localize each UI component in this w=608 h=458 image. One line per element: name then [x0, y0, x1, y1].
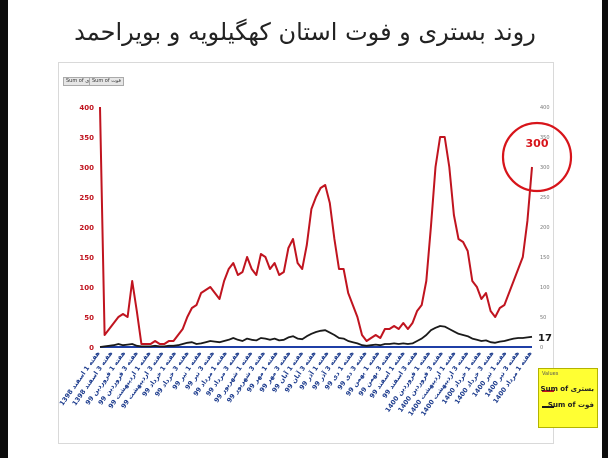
series-line-deaths [99, 325, 533, 348]
y-tick-left: 0 [89, 344, 94, 352]
annotation-admissions: 300 [526, 137, 549, 150]
legend-swatch-admissions [542, 390, 554, 392]
legend-title: Values [542, 371, 559, 377]
y-tick-right: 150 [540, 255, 550, 261]
y-tick-right: 200 [540, 225, 550, 231]
y-tick-left: 350 [79, 134, 94, 142]
y-tick-left: 50 [84, 314, 94, 322]
legend-item-admissions: بستری Sum of [540, 385, 596, 395]
legend-swatch-deaths [542, 406, 554, 408]
y-tick-right: 100 [540, 285, 550, 291]
legend-item-deaths: فوت Sum of [542, 401, 596, 411]
y-tick-right: 0 [540, 345, 543, 351]
highlight-circle [501, 121, 573, 193]
y-tick-left: 400 [79, 104, 94, 112]
y-tick-right: 250 [540, 195, 550, 201]
annotation-deaths: 17 [538, 333, 552, 344]
legend-label-deaths: فوت Sum of [547, 401, 594, 409]
slide-title: روند بستری و فوت استان کهگیلویه و بویراح… [74, 18, 536, 46]
y-tick-left: 150 [79, 254, 94, 262]
y-tick-right: 50 [540, 315, 546, 321]
y-tick-right: 400 [540, 105, 550, 111]
legend: Values بستری Sum of فوت Sum of [538, 368, 598, 428]
legend-label-admissions: بستری Sum of [540, 385, 594, 393]
series-line-admissions [99, 106, 533, 345]
right-border [602, 0, 608, 458]
y-tick-left: 300 [79, 164, 94, 172]
field-pill-deaths[interactable]: Sum of فوت [89, 77, 124, 86]
y-tick-left: 200 [79, 224, 94, 232]
left-border [0, 0, 8, 458]
y-tick-left: 100 [79, 284, 94, 292]
y-tick-left: 250 [79, 194, 94, 202]
y-tick-right: 350 [540, 135, 550, 141]
y-tick-right: 300 [540, 165, 550, 171]
